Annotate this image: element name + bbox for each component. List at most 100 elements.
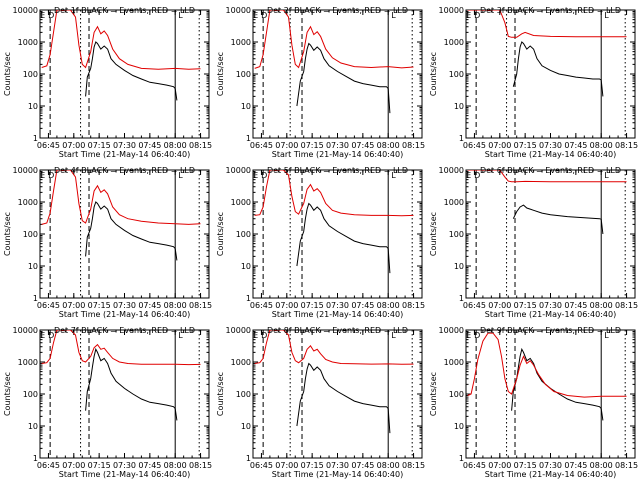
y-tick-label: 1000 xyxy=(444,358,464,367)
x-tick-label: 07:30 xyxy=(539,461,562,470)
chart-panel: 1 10 100 1000 10000 06:45 07:00 07:15 07:30 07:45… xyxy=(429,6,638,159)
y-tick-label: 10 xyxy=(28,102,38,111)
lld-series-line xyxy=(467,170,627,183)
x-tick-label: 07:45 xyxy=(138,141,161,150)
y-tick-label: 10 xyxy=(454,262,464,271)
marker-letter: E xyxy=(40,171,45,180)
x-tick-label: 08:00 xyxy=(590,461,613,470)
marker-letter: E xyxy=(253,11,258,20)
y-tick-label: 10 xyxy=(241,422,251,431)
marker-letter: L xyxy=(604,11,609,20)
marker-letter: E xyxy=(466,11,471,20)
marker-letter: D xyxy=(48,171,54,180)
x-tick-label: 08:15 xyxy=(615,141,638,150)
y-axis-label: Counts/sec xyxy=(429,372,438,416)
y-tick-label: 1 xyxy=(246,294,251,303)
x-tick-label: 06:45 xyxy=(37,301,60,310)
x-tick-label: 07:15 xyxy=(301,461,324,470)
x-tick-label: 08:15 xyxy=(615,461,638,470)
lld-series-line xyxy=(41,10,201,70)
marker-letter: L xyxy=(604,171,609,180)
x-tick-label: 08:15 xyxy=(402,461,425,470)
y-tick-label: 100 xyxy=(236,390,251,399)
marker-letter: E xyxy=(253,331,258,340)
x-axis-label: Start Time (21-May-14 06:40:40) xyxy=(485,470,616,479)
y-tick-label: 1000 xyxy=(444,198,464,207)
events-series-line xyxy=(296,42,391,114)
x-tick-label: 07:45 xyxy=(138,461,161,470)
y-tick-label: 1 xyxy=(246,134,251,143)
lld-series-line xyxy=(41,330,201,366)
x-tick-label: 07:15 xyxy=(301,141,324,150)
x-tick-label: 06:45 xyxy=(463,301,486,310)
y-axis-label: Counts/sec xyxy=(429,52,438,96)
x-tick-label: 08:15 xyxy=(189,301,212,310)
plot-frame xyxy=(465,329,636,459)
x-tick-label: 06:45 xyxy=(250,141,273,150)
x-tick-label: 06:45 xyxy=(463,141,486,150)
y-tick-label: 100 xyxy=(449,230,464,239)
plot-frame xyxy=(465,169,636,299)
y-tick-label: 10000 xyxy=(226,326,251,335)
x-tick-label: 06:45 xyxy=(37,461,60,470)
chart-title: Det 1f BLACK = Events, RED = LLD xyxy=(54,6,195,15)
y-tick-label: 10000 xyxy=(439,6,464,15)
x-tick-label: 07:30 xyxy=(113,141,136,150)
x-tick-label: 06:45 xyxy=(37,141,60,150)
x-axis-label: Start Time (21-May-14 06:40:40) xyxy=(485,310,616,319)
x-axis-label: Start Time (21-May-14 06:40:40) xyxy=(272,150,403,159)
y-tick-label: 10000 xyxy=(439,326,464,335)
y-tick-label: 10000 xyxy=(226,6,251,15)
y-tick-label: 10000 xyxy=(439,166,464,175)
x-axis-label: Start Time (21-May-14 06:40:40) xyxy=(59,150,190,159)
chart-panel: 1 10 100 1000 10000 06:45 07:00 07:15 07:30 07:45… xyxy=(216,166,425,319)
y-tick-label: 10 xyxy=(28,422,38,431)
marker-letter: D xyxy=(474,11,480,20)
lld-series-line xyxy=(254,330,414,365)
plot-frame xyxy=(465,9,636,139)
x-tick-label: 07:00 xyxy=(488,141,511,150)
chart-title: Det 2f BLACK = Events, RED = LLD xyxy=(267,6,408,15)
marker-letter: D xyxy=(261,11,267,20)
marker-letter: E xyxy=(40,331,45,340)
x-tick-label: 07:30 xyxy=(539,301,562,310)
x-tick-label: 08:00 xyxy=(590,141,613,150)
lld-series-line xyxy=(254,10,414,69)
marker-letter: L xyxy=(178,11,183,20)
events-series-line xyxy=(85,201,178,261)
y-tick-label: 10 xyxy=(454,422,464,431)
y-tick-label: 100 xyxy=(449,390,464,399)
y-tick-label: 10 xyxy=(241,262,251,271)
events-series-line xyxy=(512,204,604,235)
marker-letter: D xyxy=(261,331,267,340)
x-tick-label: 07:45 xyxy=(351,461,374,470)
y-tick-label: 1000 xyxy=(231,38,251,47)
y-tick-label: 10000 xyxy=(13,166,38,175)
y-tick-label: 10000 xyxy=(226,166,251,175)
chart-title: Det 9f BLACK = Events, RED = LLD xyxy=(480,326,621,335)
y-tick-label: 1000 xyxy=(18,198,38,207)
x-tick-label: 07:30 xyxy=(539,141,562,150)
y-tick-label: 1000 xyxy=(18,358,38,367)
lld-series-line xyxy=(467,332,627,398)
x-tick-label: 06:45 xyxy=(250,461,273,470)
x-tick-label: 08:00 xyxy=(164,301,187,310)
marker-letter: D xyxy=(261,171,267,180)
plot-frame xyxy=(252,169,423,299)
marker-letter: E xyxy=(253,171,258,180)
y-tick-label: 1000 xyxy=(231,358,251,367)
chart-panel: 1 10 100 1000 10000 06:45 07:00 07:15 07:30 07:45… xyxy=(429,326,638,479)
x-tick-label: 07:00 xyxy=(275,461,298,470)
x-tick-label: 07:00 xyxy=(275,141,298,150)
x-tick-label: 08:15 xyxy=(189,141,212,150)
y-axis-label: Counts/sec xyxy=(216,372,225,416)
plot-frame xyxy=(252,9,423,139)
lld-series-line xyxy=(467,10,627,38)
x-tick-label: 07:00 xyxy=(62,301,85,310)
x-tick-label: 07:15 xyxy=(514,461,537,470)
y-tick-label: 100 xyxy=(236,70,251,79)
marker-letter: L xyxy=(178,171,183,180)
y-tick-label: 1 xyxy=(459,454,464,463)
x-tick-label: 07:45 xyxy=(564,301,587,310)
x-tick-label: 07:45 xyxy=(138,301,161,310)
